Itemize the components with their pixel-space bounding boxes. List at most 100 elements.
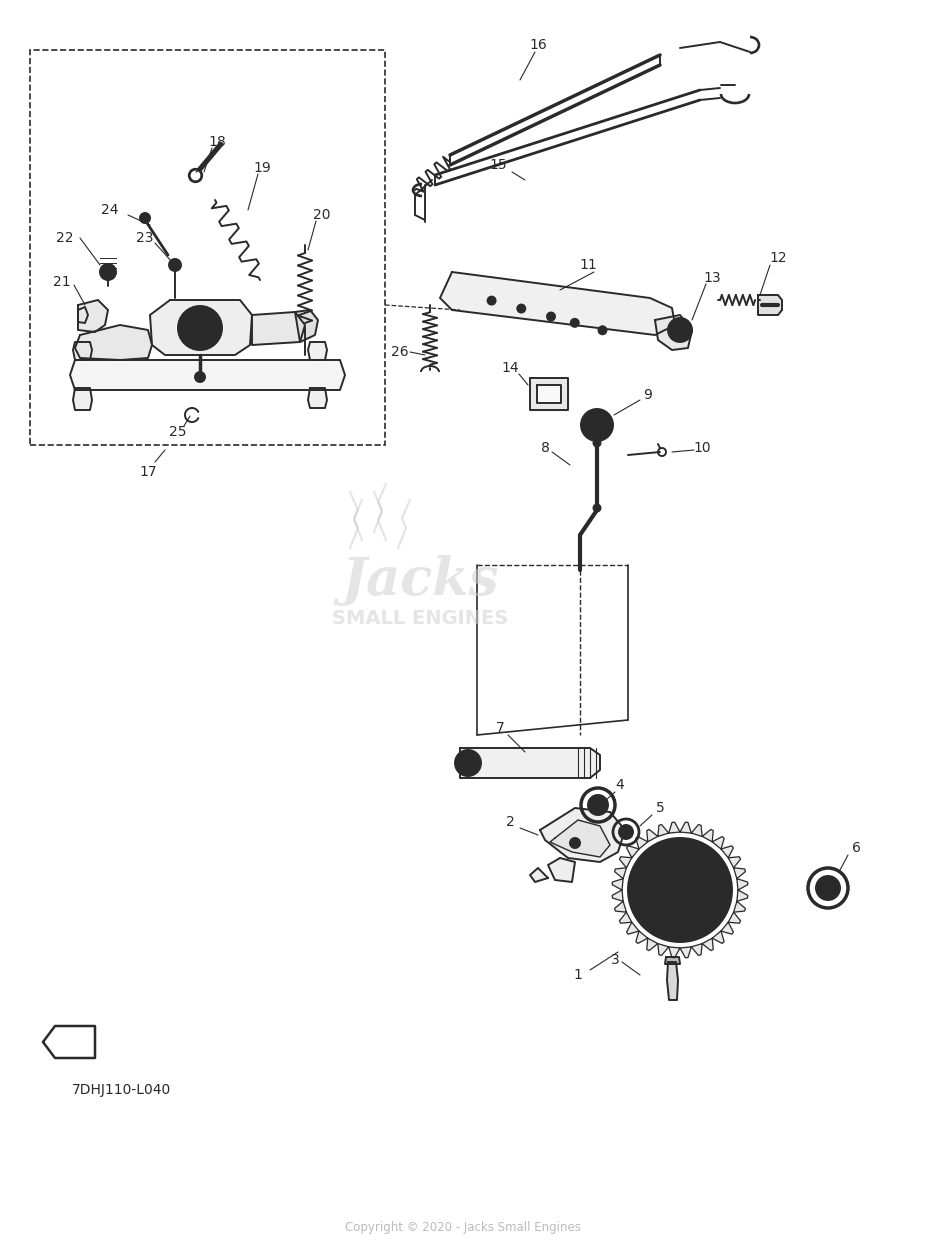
Circle shape [547, 313, 555, 321]
Circle shape [594, 505, 600, 512]
Polygon shape [692, 825, 702, 836]
Polygon shape [627, 846, 639, 858]
Polygon shape [665, 957, 680, 964]
Circle shape [594, 439, 600, 447]
Polygon shape [43, 1025, 95, 1058]
Text: 3: 3 [610, 953, 619, 967]
Circle shape [619, 825, 633, 839]
Circle shape [195, 372, 205, 382]
Polygon shape [646, 829, 657, 841]
Polygon shape [615, 901, 626, 913]
Circle shape [694, 889, 706, 901]
Text: 15: 15 [489, 158, 507, 172]
Text: 20: 20 [313, 208, 331, 222]
Text: 24: 24 [101, 203, 119, 217]
Circle shape [518, 304, 525, 313]
Text: 18: 18 [208, 135, 226, 149]
Polygon shape [712, 931, 724, 944]
Circle shape [461, 756, 475, 770]
Circle shape [816, 876, 840, 900]
Circle shape [140, 213, 150, 223]
Polygon shape [737, 890, 748, 901]
Text: 8: 8 [541, 441, 549, 454]
Polygon shape [737, 879, 748, 890]
Polygon shape [70, 361, 345, 391]
Circle shape [628, 838, 732, 942]
Polygon shape [712, 836, 724, 849]
Polygon shape [758, 295, 782, 316]
Text: Jacks: Jacks [342, 555, 499, 606]
Polygon shape [702, 938, 713, 950]
Polygon shape [295, 310, 318, 342]
Text: 7DHJ110-L040: 7DHJ110-L040 [72, 1083, 171, 1097]
Text: 2: 2 [506, 815, 514, 829]
Text: 19: 19 [253, 162, 271, 175]
Polygon shape [612, 879, 623, 890]
Text: 26: 26 [391, 346, 408, 359]
Polygon shape [150, 300, 252, 356]
Circle shape [195, 323, 205, 333]
Polygon shape [657, 825, 669, 836]
Polygon shape [548, 858, 575, 881]
Circle shape [588, 795, 608, 815]
Polygon shape [530, 378, 568, 409]
Polygon shape [733, 901, 745, 913]
Circle shape [570, 838, 580, 848]
Polygon shape [619, 856, 632, 868]
Polygon shape [252, 312, 305, 346]
Circle shape [570, 319, 579, 327]
Polygon shape [73, 342, 92, 361]
Text: 17: 17 [139, 464, 156, 480]
Circle shape [455, 750, 481, 776]
Text: 14: 14 [501, 361, 519, 376]
Polygon shape [733, 868, 745, 879]
Polygon shape [667, 962, 678, 1000]
Text: 7: 7 [495, 721, 505, 735]
Polygon shape [308, 342, 327, 361]
Text: 11: 11 [579, 258, 597, 272]
Polygon shape [619, 913, 632, 923]
Text: 6: 6 [852, 841, 860, 855]
Text: 13: 13 [703, 270, 720, 285]
Circle shape [178, 305, 222, 351]
Polygon shape [655, 316, 692, 351]
Polygon shape [460, 747, 600, 777]
Circle shape [598, 327, 607, 334]
Text: 1: 1 [573, 968, 582, 982]
Polygon shape [669, 823, 680, 833]
Circle shape [648, 858, 712, 921]
Text: 9: 9 [644, 388, 653, 402]
Circle shape [672, 840, 688, 856]
Text: 12: 12 [770, 250, 787, 265]
Circle shape [666, 876, 694, 904]
Polygon shape [680, 947, 692, 958]
Polygon shape [636, 931, 648, 944]
Polygon shape [537, 386, 561, 403]
Polygon shape [73, 388, 92, 409]
Polygon shape [440, 272, 675, 336]
Bar [30, 50, 385, 444]
Polygon shape [721, 846, 733, 858]
Text: 25: 25 [169, 424, 187, 439]
Polygon shape [680, 823, 692, 833]
Circle shape [581, 409, 613, 441]
Circle shape [100, 264, 116, 280]
Polygon shape [721, 923, 733, 934]
Polygon shape [550, 820, 610, 858]
Text: 4: 4 [616, 777, 624, 793]
Text: 5: 5 [656, 801, 664, 815]
Circle shape [635, 903, 652, 919]
Polygon shape [728, 856, 741, 868]
Circle shape [169, 259, 181, 270]
Polygon shape [530, 868, 548, 881]
Circle shape [188, 316, 212, 341]
Text: 22: 22 [56, 232, 74, 245]
Text: 16: 16 [529, 38, 547, 53]
Circle shape [674, 324, 686, 336]
Text: FWD: FWD [58, 1035, 92, 1048]
Circle shape [668, 318, 692, 342]
Polygon shape [636, 836, 648, 849]
Polygon shape [692, 944, 702, 955]
Polygon shape [657, 944, 669, 955]
Text: 10: 10 [694, 441, 711, 454]
